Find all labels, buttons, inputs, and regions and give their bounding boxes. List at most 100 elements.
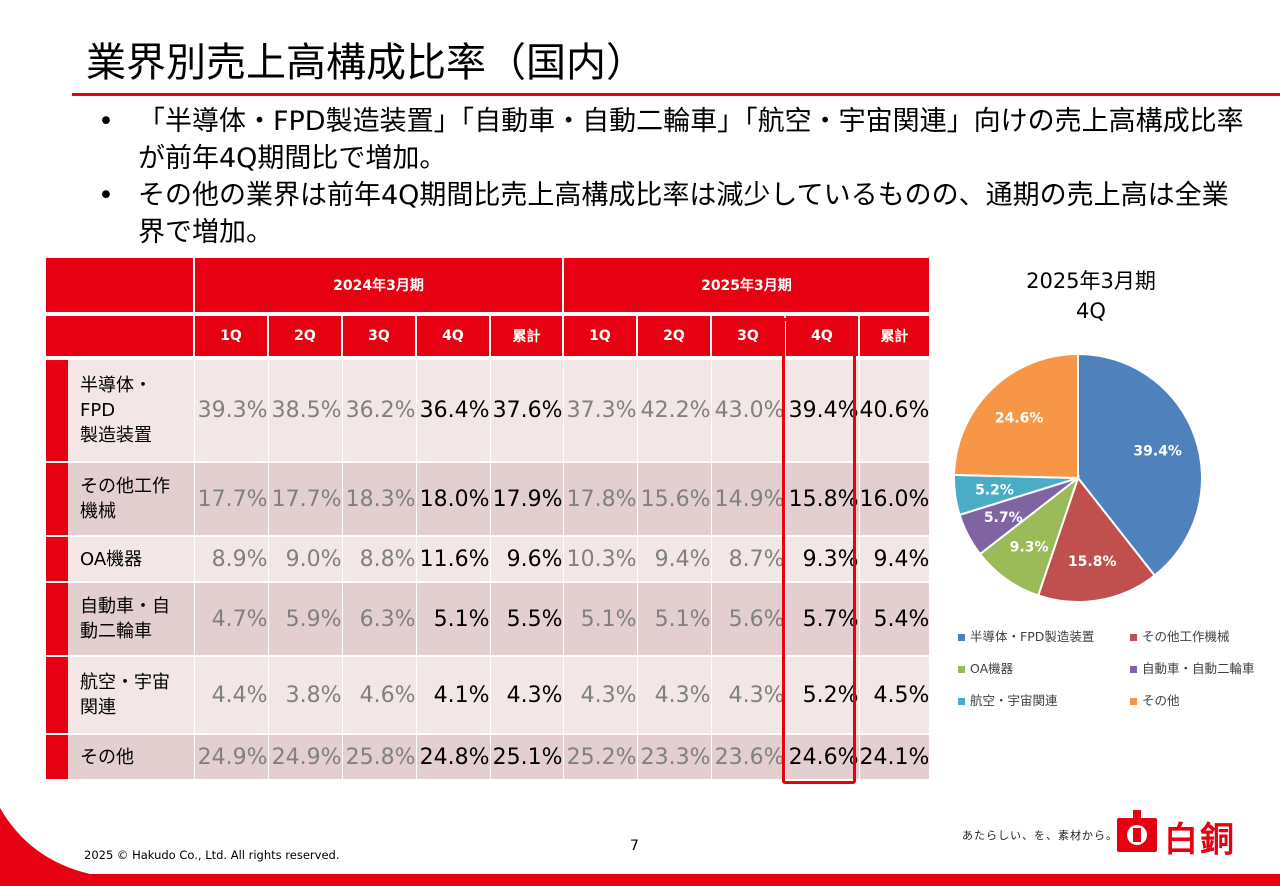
legend-swatch xyxy=(958,698,965,705)
legend-label: その他 xyxy=(1142,693,1180,708)
pie-data-label: 39.4% xyxy=(1133,443,1182,459)
row-marker xyxy=(46,536,68,583)
pie-title: 2025年3月期 4Q xyxy=(996,266,1186,326)
bullet-dot: • xyxy=(98,180,114,211)
row-label-line: 機械 xyxy=(80,501,116,522)
quarter-header: 3Q xyxy=(711,314,786,360)
table-cell: 15.6% xyxy=(637,462,712,537)
table-cell: 5.2% xyxy=(785,656,860,735)
table-cell: 18.3% xyxy=(342,462,417,537)
table-cell: 37.3% xyxy=(563,358,638,463)
row-marker xyxy=(46,358,68,463)
pie-title-line: 2025年3月期 xyxy=(1026,269,1156,293)
table-cell: 5.7% xyxy=(785,582,860,657)
footer-band xyxy=(0,874,1280,886)
legend-label: 航空・宇宙関連 xyxy=(970,693,1058,708)
table-cell: 5.4% xyxy=(859,582,931,657)
table-cell: 23.6% xyxy=(711,734,786,781)
pie-title-line: 4Q xyxy=(1076,299,1106,323)
header-corner xyxy=(46,258,195,316)
bullet-text: その他の業界は前年4Q期間比売上高構成比率は減少しているものの、通期の売上高は全… xyxy=(138,180,1229,248)
table-cell: 5.5% xyxy=(490,582,564,657)
pie-data-label: 9.3% xyxy=(1010,540,1049,556)
table-cell: 24.6% xyxy=(785,734,860,781)
table-row: その他工作 機械 17.7% 17.7% 18.3% 18.0% 17.9% 17.8% 15.… xyxy=(46,462,931,537)
table-cell: 5.9% xyxy=(268,582,343,657)
table-cell: 39.4% xyxy=(785,358,860,463)
table-cell: 5.6% xyxy=(711,582,786,657)
row-label-line: OA機器 xyxy=(80,548,143,570)
period-header-fy2024: 2024年3月期 xyxy=(194,258,564,316)
legend-label: 自動車・自動二輪車 xyxy=(1142,661,1255,676)
table-cell: 9.6% xyxy=(490,536,564,583)
row-label: 航空・宇宙 関連 xyxy=(68,656,195,735)
company-logo-text: 白銅 xyxy=(1164,820,1236,860)
pie-chart: 39.4% 15.8% 9.3% 5.7% 5.2% 24.6% xyxy=(953,352,1203,603)
pie-data-label: 5.2% xyxy=(975,483,1014,499)
company-logo-icon xyxy=(1117,810,1157,852)
table-cell: 17.8% xyxy=(563,462,638,537)
legend-item: OA機器 xyxy=(958,658,1013,677)
quarter-header: 累計 xyxy=(859,314,931,360)
table-cell: 5.1% xyxy=(416,582,491,657)
table-cell: 4.3% xyxy=(563,656,638,735)
table-row: 半導体・ FPD 製造装置 39.3% 38.5% 36.2% 36.4% 37.6% 37.3… xyxy=(46,358,931,463)
table-cell: 10.3% xyxy=(563,536,638,583)
table-cell: 4.3% xyxy=(490,656,564,735)
table-row: OA機器 8.9% 9.0% 8.8% 11.6% 9.6% 10.3% 9.4% 8.7% 9.… xyxy=(46,536,931,583)
pie-slice xyxy=(953,352,1079,480)
row-label-line: 関連 xyxy=(80,697,116,718)
table-cell: 25.1% xyxy=(490,734,564,781)
table-cell: 3.8% xyxy=(268,656,343,735)
table-cell: 4.5% xyxy=(859,656,931,735)
row-marker xyxy=(46,656,68,735)
row-label-line: その他工作 xyxy=(80,476,170,497)
legend-item: 半導体・FPD製造装置 xyxy=(958,626,1094,645)
quarter-header: 4Q xyxy=(785,314,860,360)
legend-label: 半導体・FPD製造装置 xyxy=(970,629,1095,644)
pie-data-label: 15.8% xyxy=(1068,554,1117,570)
table-cell: 9.3% xyxy=(785,536,860,583)
table-cell: 17.7% xyxy=(194,462,269,537)
row-label: 半導体・ FPD 製造装置 xyxy=(68,358,195,463)
table-cell: 25.2% xyxy=(563,734,638,781)
legend-swatch xyxy=(1130,634,1137,641)
row-label-line: 製造装置 xyxy=(80,425,152,446)
pie-data-label: 5.7% xyxy=(984,510,1023,526)
quarter-header: 1Q xyxy=(194,314,269,360)
table-cell: 23.3% xyxy=(637,734,712,781)
table-cell: 4.3% xyxy=(711,656,786,735)
legend-label: OA機器 xyxy=(970,661,1014,676)
legend-item: その他工作機械 xyxy=(1130,626,1230,645)
bullet-item: • その他の業界は前年4Q期間比売上高構成比率は減少しているものの、通期の売上高は… xyxy=(98,177,1248,251)
table-cell: 5.1% xyxy=(637,582,712,657)
header-corner xyxy=(46,314,195,360)
footer-swoosh xyxy=(0,808,90,886)
bullet-list: • 「半導体・FPD製造装置」「自動車・自動二輪車」「航空・宇宙関連」向けの売上高… xyxy=(98,103,1248,251)
row-label: OA機器 xyxy=(68,536,195,583)
row-label: その他 xyxy=(68,734,195,781)
table-cell: 4.7% xyxy=(194,582,269,657)
table-cell: 15.8% xyxy=(785,462,860,537)
row-marker xyxy=(46,462,68,537)
table-cell: 14.9% xyxy=(711,462,786,537)
bullet-dot: • xyxy=(98,106,114,137)
row-marker xyxy=(46,582,68,657)
table-cell: 9.4% xyxy=(637,536,712,583)
table-cell: 17.9% xyxy=(490,462,564,537)
legend-swatch xyxy=(958,666,965,673)
table-cell: 36.4% xyxy=(416,358,491,463)
table-cell: 43.0% xyxy=(711,358,786,463)
row-label: その他工作 機械 xyxy=(68,462,195,537)
page-title: 業界別売上高構成比率（国内） xyxy=(86,40,646,86)
legend-item: その他 xyxy=(1130,690,1180,709)
composition-table: 2024年3月期 2025年3月期 1Q 2Q 3Q 4Q 累計 1Q 2Q 3Q 4Q 累計 半… xyxy=(46,258,931,781)
bullet-item: • 「半導体・FPD製造装置」「自動車・自動二輪車」「航空・宇宙関連」向けの売上高… xyxy=(98,103,1248,177)
table-cell: 4.1% xyxy=(416,656,491,735)
table-cell: 4.6% xyxy=(342,656,417,735)
page-number: 7 xyxy=(630,838,639,854)
company-tagline: あたらしい、を、素材から。 xyxy=(962,829,1118,842)
quarter-header: 3Q xyxy=(342,314,417,360)
table-cell: 38.5% xyxy=(268,358,343,463)
row-label-line: 自動車・自 xyxy=(80,596,170,617)
